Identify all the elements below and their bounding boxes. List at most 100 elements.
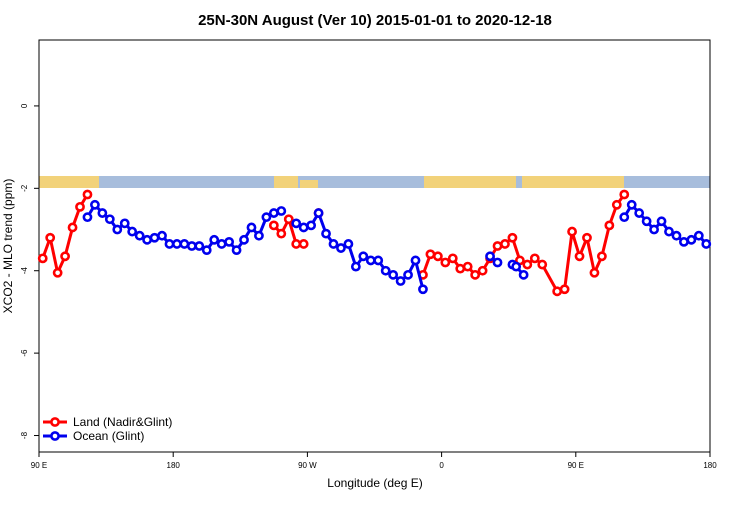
data-point [671,230,682,241]
data-point [283,214,294,225]
data-point [582,232,592,243]
data-point [589,267,600,278]
data-point [149,232,160,243]
data-point [134,230,145,241]
data-point [142,234,153,245]
data-point [619,212,630,223]
data-point [306,220,317,231]
data-point [172,239,182,249]
data-point [179,239,190,249]
data-point [664,226,674,237]
data-point [656,216,667,227]
data-point [231,245,242,256]
x-axis-label: Longitude (deg E) [327,476,422,490]
data-point [679,236,689,247]
data-point [693,230,704,241]
data-point [447,253,458,264]
data-point [455,263,466,274]
data-point [462,261,473,272]
y-tick-label: 0 [20,103,29,108]
data-point [380,265,391,276]
data-point [52,267,63,278]
data-point [127,226,138,237]
data-point [209,234,220,245]
data-point [492,241,503,251]
plot-frame [38,39,711,453]
x-tick-label: 90 W [298,461,317,470]
data-point [511,261,522,272]
y-tick-label: -6 [20,349,29,357]
data-point [350,261,361,272]
data-point [365,255,376,266]
data-point [492,257,503,268]
legend-marker [50,417,60,427]
data-point [373,255,384,266]
data-point [261,212,272,223]
data-point [298,222,309,233]
data-point [574,251,585,262]
data-point [246,222,257,233]
data-point [418,284,428,295]
data-point [425,249,436,260]
data-point [619,189,630,200]
data-point [559,284,570,295]
x-tick-label: 180 [703,461,717,470]
x-tick-label: 90 E [568,461,584,470]
x-tick-label: 180 [167,461,181,470]
data-point [358,251,369,262]
data-point [268,208,279,218]
data-point [552,286,563,297]
data-point [529,253,540,264]
data-point [626,199,637,210]
data-point [432,251,443,262]
data-point [328,239,339,249]
data-point [470,269,481,280]
data-point [537,259,548,270]
y-axis-label: XCO2 - MLO trend (ppm) [1,179,15,314]
data-point [201,245,212,256]
legend-label: Land (Nadir&Glint) [73,415,172,429]
data-point [45,232,56,243]
legend-marker [50,431,60,441]
data-point [336,243,346,253]
chart-title: 25N-30N August (Ver 10) 2015-01-01 to 20… [198,12,552,29]
data-point [477,265,488,276]
data-point [82,189,93,200]
data-point [291,218,302,229]
data-point [321,228,331,239]
data-point [440,257,451,268]
data-point [268,220,279,231]
data-point [75,201,85,212]
data-point [611,199,622,210]
data-point [104,214,115,225]
data-point [686,234,697,245]
data-point [112,224,123,235]
data-point [313,208,324,218]
x-tick-label: 0 [439,461,444,470]
y-tick-label: -2 [20,184,29,192]
data-point [82,212,93,223]
data-point [119,218,130,229]
data-point [507,232,518,243]
data-point [395,276,406,286]
data-point [276,228,287,239]
data-point [97,208,108,218]
data-point [164,239,175,249]
data-point [567,226,577,237]
data-point [67,222,78,233]
data-point [522,259,533,270]
data-point [649,224,659,235]
data-point [276,206,287,216]
data-point [596,251,607,262]
data-point [485,251,495,262]
x-tick-label: 90 E [31,461,47,470]
data-point [298,239,309,249]
data-point [388,269,399,280]
data-point [403,269,413,280]
data-point [254,230,264,241]
data-point [37,253,48,264]
data-point [194,241,205,251]
data-point [701,239,712,249]
data-point [500,239,510,249]
